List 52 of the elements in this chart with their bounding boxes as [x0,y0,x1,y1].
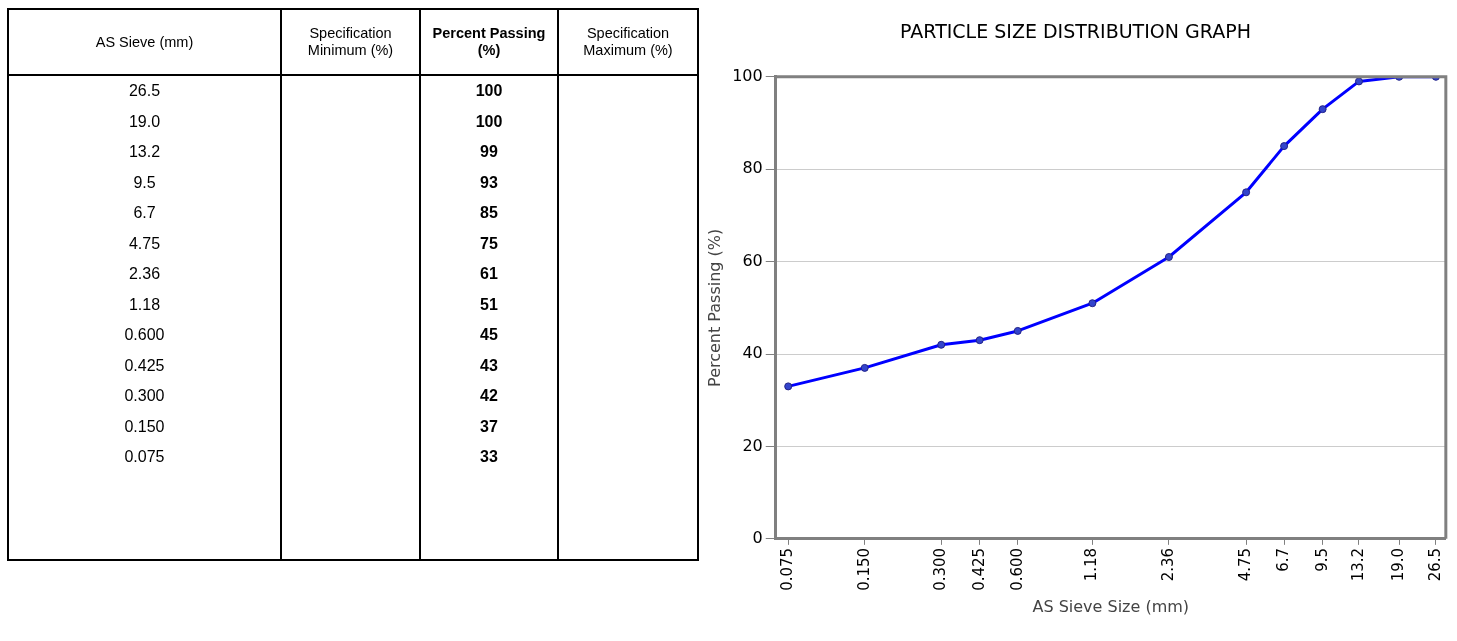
category-label: 0.425 [8,350,281,381]
category-label: 1.18 [8,289,281,320]
data-label: 100 [420,106,558,137]
x-tick-label: 13.2 [1348,547,1367,582]
text: Percent Passing (%) [420,9,558,75]
data-label: 99 [420,137,558,168]
category-label: 0.600 [8,320,281,351]
category-label: 0.150 [8,411,281,442]
data-label: 43 [420,350,558,381]
text: Specification Minimum (%) [281,9,420,75]
x-tick-label: 1.18 [1082,547,1101,582]
data-label: 51 [420,289,558,320]
x-tick-label: 4.75 [1236,547,1255,582]
y-tick-label: 80 [742,158,763,178]
data-label: 61 [420,259,558,290]
data-label: 33 [420,442,558,473]
data-label: 93 [420,167,558,198]
category-label: 0.300 [8,381,281,412]
x-tick-label: 19.0 [1389,547,1408,582]
x-tick-label: 26.5 [1425,547,1444,582]
y-tick-label: 100 [732,65,763,85]
category-label: 2.36 [8,259,281,290]
data-label: 75 [420,228,558,259]
data-label: 85 [420,198,558,229]
x-tick-label: 0.300 [931,547,950,591]
y-tick-label: 20 [742,435,763,455]
x-tick-label: 0.075 [778,547,797,591]
x-axis-title: AS Sieve Size (mm) [1032,596,1190,616]
category-label: 0.075 [8,442,281,473]
y-axis-title: Percent Passing (%) [704,228,724,387]
chart-title: PARTICLE SIZE DISTRIBUTION GRAPH [900,20,1251,43]
y-tick-label: 60 [742,250,763,270]
category-label: 19.0 [8,106,281,137]
text: Specification Maximum (%) [558,9,698,75]
category-label: 6.7 [8,198,281,229]
text: AS Sieve (mm) [8,9,281,75]
data-label: 45 [420,320,558,351]
x-tick-label: 2.36 [1158,547,1177,582]
category-label: 4.75 [8,228,281,259]
data-label: 37 [420,411,558,442]
category-label: 26.5 [8,75,281,107]
category-label: 9.5 [8,167,281,198]
y-tick-label: 40 [742,343,763,363]
x-tick-label: 0.425 [969,547,988,591]
data-label: 100 [420,75,558,107]
x-tick-label: 0.150 [854,547,873,591]
data-label: 42 [420,381,558,412]
y-tick-label: 0 [752,528,763,548]
category-label: 13.2 [8,137,281,168]
x-tick-label: 0.600 [1007,547,1026,591]
x-tick-label: 9.5 [1312,547,1331,572]
x-tick-label: 6.7 [1273,547,1292,572]
